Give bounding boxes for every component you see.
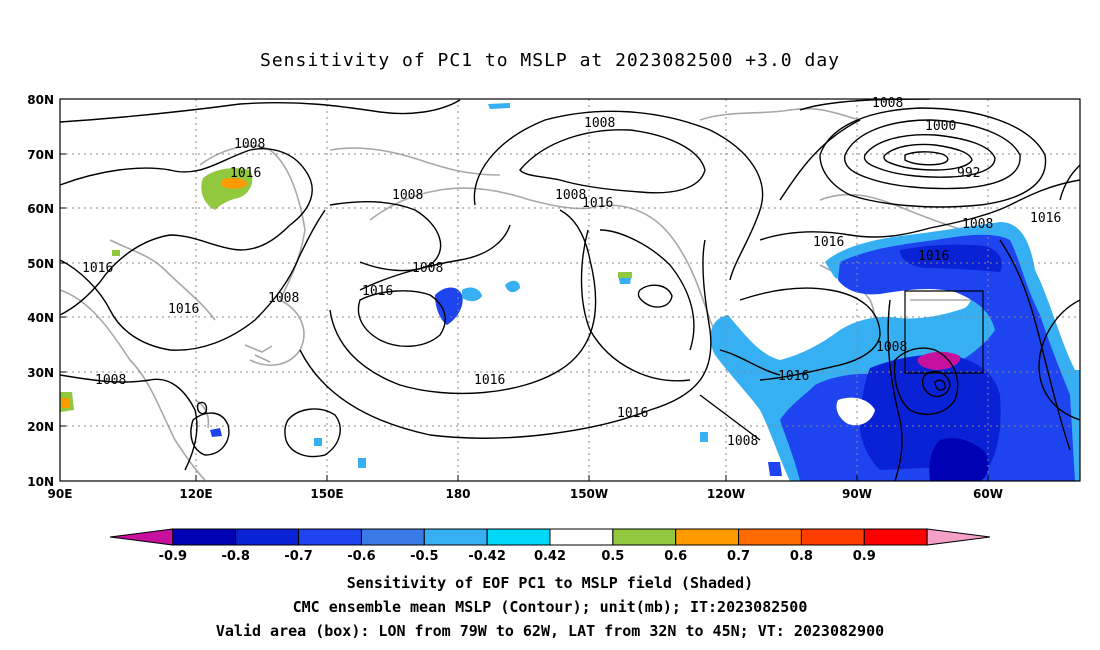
lon-label: 150W — [570, 487, 608, 501]
colorbar-swatch — [926, 528, 991, 546]
contour-label: 1016 — [362, 284, 393, 299]
contour-label: 1016 — [230, 166, 261, 181]
contour-label: 1008 — [962, 217, 993, 232]
colorbar-swatch — [235, 528, 300, 546]
colorbar-label: 0.8 — [790, 549, 813, 564]
colorbar-label: 0.5 — [601, 549, 624, 564]
longitude-labels: 90E 120E 150E 180 150W 120W 90W 60W — [48, 487, 1003, 501]
colorbar-swatch — [423, 528, 488, 546]
lon-label: 90W — [842, 487, 872, 501]
colorbar-label: 0.6 — [664, 549, 687, 564]
lat-label: 20N — [27, 420, 54, 434]
colorbar-swatch — [360, 528, 425, 546]
caption-line-2: CMC ensemble mean MSLP (Contour); unit(m… — [292, 598, 808, 616]
colorbar-swatch — [675, 528, 740, 546]
contour-label: 1008 — [727, 434, 758, 449]
colorbar-swatch — [863, 528, 928, 546]
colorbar-swatch — [172, 528, 237, 546]
colorbar-swatch — [738, 528, 802, 546]
contour-label: 1016 — [82, 261, 113, 276]
lat-label: 80N — [27, 93, 54, 107]
lon-label: 120E — [179, 487, 212, 501]
colorbar-label: -0.5 — [410, 549, 438, 564]
lat-label: 40N — [27, 311, 54, 325]
colorbar-label: 0.7 — [727, 549, 750, 564]
map-title: Sensitivity of PC1 to MSLP at 2023082500… — [259, 50, 840, 71]
contour-label: 992 — [957, 166, 980, 181]
contour-label: 1008 — [95, 373, 126, 388]
map-frame — [59, 98, 1081, 482]
colorbar-label: -0.6 — [347, 549, 375, 564]
colorbar-swatch — [109, 528, 174, 546]
lon-label: 150E — [310, 487, 343, 501]
colorbar-label: 0.9 — [853, 549, 876, 564]
contour-label: 1016 — [813, 235, 844, 250]
contour-label: 1000 — [925, 119, 956, 134]
lat-label: 70N — [27, 148, 54, 162]
lon-label: 180 — [445, 487, 470, 501]
valid-area-box — [904, 290, 984, 374]
colorbar-label: -0.7 — [284, 549, 312, 564]
contour-label: 1008 — [872, 96, 903, 111]
axis-ticks — [59, 98, 989, 482]
contour-label: 1008 — [555, 188, 586, 203]
caption-line-1: Sensitivity of EOF PC1 to MSLP field (Sh… — [346, 574, 754, 592]
graticule — [60, 99, 1080, 481]
contour-labels: 1008 1016 1016 1016 1008 1008 1008 1008 … — [82, 96, 1061, 449]
colorbar-label: -0.9 — [159, 549, 187, 564]
lon-label: 60W — [973, 487, 1003, 501]
contour-label: 1016 — [582, 196, 613, 211]
contour-label: 1016 — [617, 406, 648, 421]
contour-label: 1008 — [392, 188, 423, 203]
colorbar-label: 0.42 — [534, 549, 566, 564]
caption-line-3: Valid area (box): LON from 79W to 62W, L… — [215, 622, 885, 640]
contour-label: 1016 — [168, 302, 199, 317]
colorbar-label: -0.42 — [468, 549, 505, 564]
colorbar: -0.9 -0.8 -0.7 -0.6 -0.5 -0.42 0.42 0.5 0.6 0.7 0.… — [109, 528, 991, 564]
lat-label: 30N — [27, 366, 54, 380]
contour-label: 1016 — [474, 373, 505, 388]
lat-label: 10N — [27, 475, 54, 489]
contour-label: 1008 — [268, 291, 299, 306]
contour-label: 1008 — [876, 340, 907, 355]
colorbar-swatch — [800, 528, 865, 546]
lat-label: 60N — [27, 202, 54, 216]
lon-label: 90E — [48, 487, 73, 501]
positive-sensitivity-shading — [60, 168, 961, 412]
contour-label: 1016 — [918, 249, 949, 264]
colorbar-swatch — [298, 528, 362, 546]
lat-label: 50N — [27, 257, 54, 271]
colorbar-swatch — [612, 528, 677, 546]
latitude-labels: 80N 70N 60N 50N 40N 30N 20N 10N — [27, 93, 54, 489]
contour-label: 1008 — [234, 137, 265, 152]
colorbar-label: -0.8 — [221, 549, 249, 564]
lon-label: 120W — [707, 487, 745, 501]
contour-label: 1008 — [412, 261, 443, 276]
contour-label: 1008 — [584, 116, 615, 131]
contour-label: 1016 — [778, 369, 809, 384]
contour-label: 1016 — [1030, 211, 1061, 226]
colorbar-swatch — [486, 528, 551, 546]
colorbar-swatch — [549, 528, 614, 546]
mslp-contours — [60, 99, 1080, 481]
